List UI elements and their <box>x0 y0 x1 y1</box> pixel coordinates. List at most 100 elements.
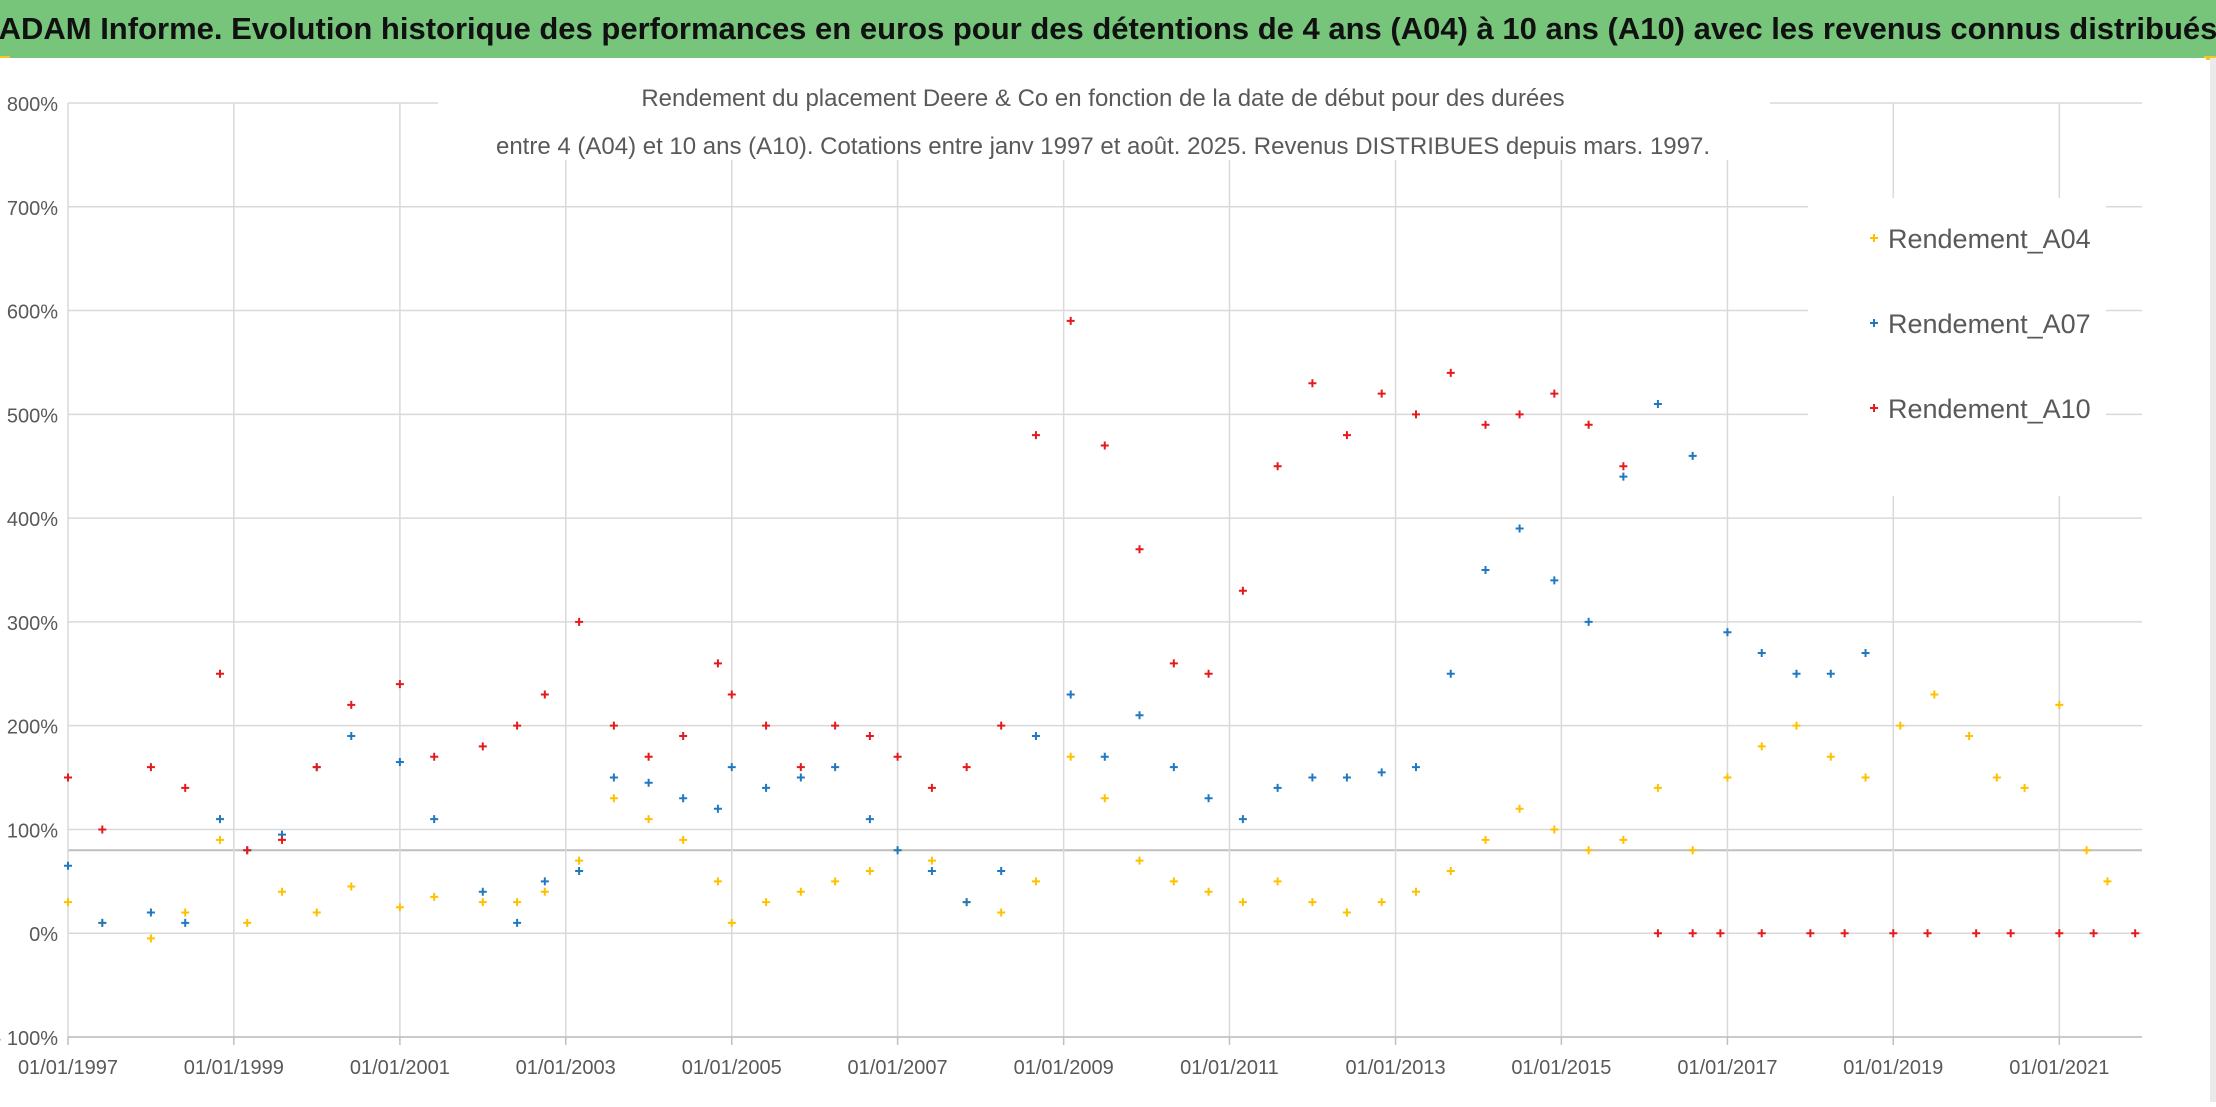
data-point <box>1377 768 1386 777</box>
data-point <box>64 861 72 870</box>
data-point <box>1238 815 1247 824</box>
data-point <box>1135 711 1144 720</box>
data-point <box>962 763 971 772</box>
data-point <box>831 721 840 730</box>
y-tick-label: - 100% <box>0 1028 58 1050</box>
data-point <box>927 866 936 875</box>
data-point <box>1584 420 1593 429</box>
data-point <box>727 763 736 772</box>
data-point <box>347 882 356 891</box>
data-point <box>513 898 522 907</box>
data-point <box>927 783 936 792</box>
data-point <box>64 773 72 782</box>
x-tick-label: 01/01/2009 <box>1014 1057 1114 1079</box>
data-point <box>347 700 356 709</box>
data-point <box>1342 908 1351 917</box>
data-points <box>64 316 2140 943</box>
legend-label: Rendement_A10 <box>1888 394 2091 424</box>
x-tick-label: 01/01/2011 <box>1180 1057 1279 1079</box>
data-point <box>1066 752 1075 761</box>
chart-title-background <box>438 68 1770 160</box>
data-point <box>1100 441 1109 450</box>
data-point <box>679 835 688 844</box>
x-tick-label: 01/01/2017 <box>1677 1057 1777 1079</box>
data-point <box>478 742 487 751</box>
data-point <box>1584 846 1593 855</box>
data-point <box>513 721 522 730</box>
scatter-chart: - 100% 0% 100% 200% 300% 400% 500% 600% 700% 800%… <box>0 58 2206 1102</box>
data-point <box>796 763 805 772</box>
data-point <box>1619 472 1628 481</box>
data-point <box>312 908 321 917</box>
series-2-points <box>64 399 1870 927</box>
data-point <box>679 794 688 803</box>
data-point <box>762 783 771 792</box>
data-point <box>1066 316 1075 325</box>
data-point <box>478 887 487 896</box>
data-point <box>2082 846 2091 855</box>
data-point <box>796 773 805 782</box>
data-point <box>215 815 224 824</box>
data-point <box>146 934 155 943</box>
data-point <box>962 898 971 907</box>
data-point <box>865 866 874 875</box>
data-point <box>1342 773 1351 782</box>
data-point <box>1550 576 1559 585</box>
y-tick-label: 500% <box>7 405 58 427</box>
data-point <box>1515 410 1524 419</box>
y-tick-label: 400% <box>7 509 58 531</box>
data-point <box>2131 929 2140 938</box>
chart-title-line-2: entre 4 (A04) et 10 ans (A10). Cotations… <box>496 133 1710 160</box>
data-point <box>1653 399 1662 408</box>
y-tick-label: 800% <box>7 94 58 116</box>
data-point <box>1100 752 1109 761</box>
data-point <box>893 752 902 761</box>
data-point <box>1861 773 1870 782</box>
data-point <box>1308 379 1317 388</box>
data-point <box>181 918 190 927</box>
report-banner: ADAM Informe. Evolution historique des p… <box>0 0 2216 58</box>
data-point <box>713 659 722 668</box>
data-point <box>1965 732 1974 741</box>
data-point <box>609 794 618 803</box>
x-tick-label: 01/01/1999 <box>184 1057 284 1079</box>
data-point <box>1031 732 1040 741</box>
x-tick-label: 01/01/1997 <box>18 1057 118 1079</box>
data-point <box>1688 846 1697 855</box>
data-point <box>644 815 653 824</box>
data-point <box>1515 804 1524 813</box>
chart-area: - 100% 0% 100% 200% 300% 400% 500% 600% 700% 800%… <box>0 58 2216 1102</box>
data-point <box>1688 451 1697 460</box>
data-point <box>1550 389 1559 398</box>
data-point <box>1066 690 1075 699</box>
data-point <box>1723 628 1732 637</box>
data-point <box>2055 700 2064 709</box>
data-point <box>1238 586 1247 595</box>
y-axis: - 100% 0% 100% 200% 300% 400% 500% 600% 700% 800% <box>0 94 58 1050</box>
legend-label: Rendement_A04 <box>1888 224 2091 254</box>
data-point <box>865 732 874 741</box>
data-point <box>540 690 549 699</box>
data-point <box>312 763 321 772</box>
data-point <box>2055 929 2064 938</box>
data-point <box>679 732 688 741</box>
data-point <box>1826 669 1835 678</box>
data-point <box>277 887 286 896</box>
data-point <box>1100 794 1109 803</box>
series-1-points <box>64 690 2112 943</box>
legend-background <box>1808 198 2106 496</box>
data-point <box>727 690 736 699</box>
data-point <box>98 825 107 834</box>
x-tick-label: 01/01/2021 <box>2009 1057 2109 1079</box>
data-point <box>1896 721 1905 730</box>
data-point <box>1757 649 1766 658</box>
data-point <box>831 763 840 772</box>
data-point <box>1377 898 1386 907</box>
y-tick-label: 700% <box>7 198 58 220</box>
data-point <box>1169 877 1178 886</box>
data-point <box>1308 773 1317 782</box>
legend-label: Rendement_A07 <box>1888 309 2091 339</box>
data-point <box>1757 929 1766 938</box>
data-point <box>1619 835 1628 844</box>
y-tick-label: 200% <box>7 717 58 739</box>
